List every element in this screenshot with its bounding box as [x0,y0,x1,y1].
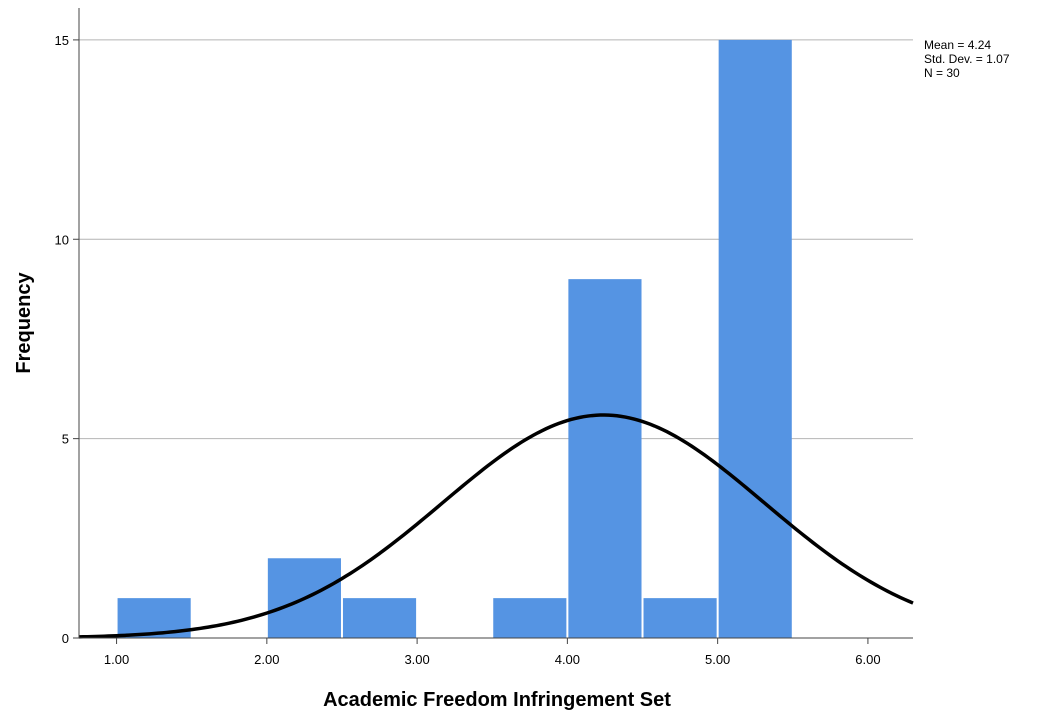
x-tick-label: 6.00 [855,652,880,667]
axes [73,8,913,644]
histogram-bar [718,39,792,638]
y-tick-label: 0 [62,631,69,646]
x-tick-label: 5.00 [705,652,730,667]
histogram-bar [493,598,567,638]
stats-std-dev: Std. Dev. = 1.07 [924,52,1010,66]
x-tick-label: 2.00 [254,652,279,667]
y-tick-labels: 0 5 10 15 [55,33,69,646]
y-tick-label: 10 [55,232,69,247]
y-tick-label: 15 [55,33,69,48]
x-axis-title: Academic Freedom Infringement Set [323,689,671,711]
normal-curve-layer [78,413,914,639]
y-tick-label: 5 [62,432,69,447]
histogram-bar [342,598,417,638]
stats-legend: Mean = 4.24 Std. Dev. = 1.07 N = 30 [924,38,1010,80]
normal-curve [78,413,914,639]
histogram-bar [568,279,642,638]
x-tick-label: 3.00 [404,652,429,667]
x-tick-labels: 1.00 2.00 3.00 4.00 5.00 6.00 [104,652,881,667]
x-tick-label: 1.00 [104,652,129,667]
x-tick-label: 4.00 [555,652,580,667]
histogram-bar [643,598,717,638]
stats-n: N = 30 [924,66,960,80]
y-axis-title: Frequency [13,272,35,374]
histogram-bars [117,39,792,638]
stats-mean: Mean = 4.24 [924,38,991,52]
